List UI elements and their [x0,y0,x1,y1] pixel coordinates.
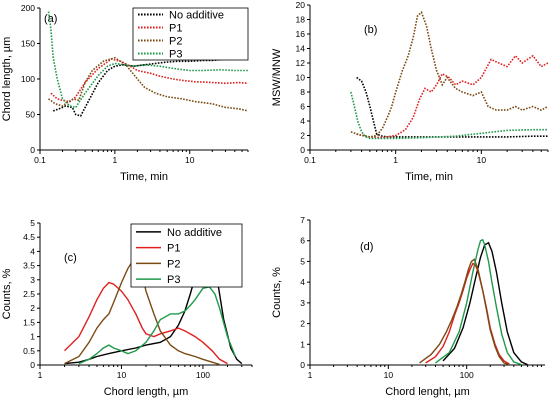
x-tick-label: 10 [477,155,487,165]
y-tick-label: 18 [296,15,306,25]
y-tick-label: 5 [30,218,35,228]
y-tick-label: 2 [300,131,305,141]
series-line-p3 [78,286,237,365]
y-tick-label: 0 [300,360,305,370]
y-tick-label: 5 [300,256,305,266]
chart-panel-b: 0 2 4 6 8 10 12 14 16 18 20 0.1 1 10 Time, min MSW/MNW (… [271,0,549,183]
y-tick-label: 2.5 [23,289,35,299]
legend: No additive P1 P2 P3 [130,223,243,288]
legend-entry: P1 [169,23,182,35]
y-tick-label: 2 [30,303,35,313]
y-tick-label: 20 [296,0,306,10]
legend-entry: No additive [167,227,222,239]
y-tick-label: 8 [300,87,305,97]
legend-entry: No additive [169,10,224,22]
x-tick-label: 10 [117,370,127,380]
x-axis-label: Chord length, µm [104,386,189,398]
y-tick-label: 1 [30,332,35,342]
x-tick-label: 1 [38,370,43,380]
panel-label: (a) [44,13,57,25]
x-tick-label: 0.1 [304,155,316,165]
y-tick-label: 3 [30,275,35,285]
legend-entry: P2 [167,258,180,270]
panel-label: (d) [360,241,373,253]
y-tick-label: 4.5 [23,232,35,242]
y-tick-label: 4 [300,116,305,126]
y-tick-label: 7 [300,215,305,225]
x-axis-label: Time, min [120,171,168,183]
y-tick-label: 150 [21,39,35,49]
series-line-p3 [47,11,248,109]
series-line-p3 [435,238,522,366]
y-tick-label: 0 [30,145,35,155]
panel-label: (c) [64,252,77,264]
legend-entry: P1 [167,243,180,255]
y-tick-label: 4 [30,246,35,256]
legend-entry: P3 [167,274,180,286]
y-tick-label: 100 [21,74,35,84]
series-line-p1 [356,54,549,139]
chart-panel-c: 0 0.5 1 1.5 2 2.5 3 3.5 4 4.5 5 1 10 100 Chord length,… [1,218,253,398]
series-line-p1 [50,58,249,103]
x-tick-label: 0.1 [34,155,46,165]
series-line-p1 [64,281,228,365]
x-tick-label: 1 [113,155,118,165]
x-tick-label: 100 [196,370,210,380]
x-axis-label: Chord lenght, µm [385,386,470,398]
x-tick-label: 1 [393,155,398,165]
legend-entry: P3 [169,49,182,61]
series-line-no-additive [356,76,548,138]
y-tick-label: 50 [26,110,36,120]
y-axis-label: MSW/MNW [271,48,283,106]
y-tick-label: 0 [30,360,35,370]
series-line-p2 [48,56,249,112]
y-tick-label: 16 [296,29,306,39]
legend-box [132,7,249,61]
legend-box [130,223,243,288]
y-tick-label: 4 [300,277,305,287]
y-tick-label: 12 [296,58,306,68]
y-tick-label: 6 [300,236,305,246]
y-tick-label: 1 [300,339,305,349]
y-axis-label: Counts, % [271,267,283,318]
y-tick-label: 200 [21,3,35,13]
y-tick-label: 14 [296,44,306,54]
panel-label: (b) [364,24,377,36]
y-axis-label: Counts, % [1,268,13,319]
y-tick-label: 0.5 [23,346,35,356]
y-tick-label: 10 [296,73,306,83]
series-line-no-additive [442,241,528,366]
y-tick-label: 2 [300,319,305,329]
series-line-p2 [419,258,510,366]
x-tick-label: 10 [185,155,195,165]
series-line-p3 [350,91,548,140]
y-tick-label: 0 [300,145,305,155]
y-axis-label: Chord length, µm [1,37,13,122]
y-tick-label: 3.5 [23,261,35,271]
x-tick-label: 100 [460,370,474,380]
x-tick-label: 1 [308,370,313,380]
y-tick-label: 6 [300,102,305,112]
legend-entry: P2 [169,36,182,48]
series-line-p2 [350,10,549,138]
y-tick-label: 1.5 [23,317,35,327]
x-tick-label: 10 [384,370,394,380]
chart-panel-a: 0 50 100 150 200 0.1 1 10 Time, min Chord length,… [1,3,249,183]
y-tick-label: 3 [300,298,305,308]
x-axis-label: Time, min [405,171,453,183]
